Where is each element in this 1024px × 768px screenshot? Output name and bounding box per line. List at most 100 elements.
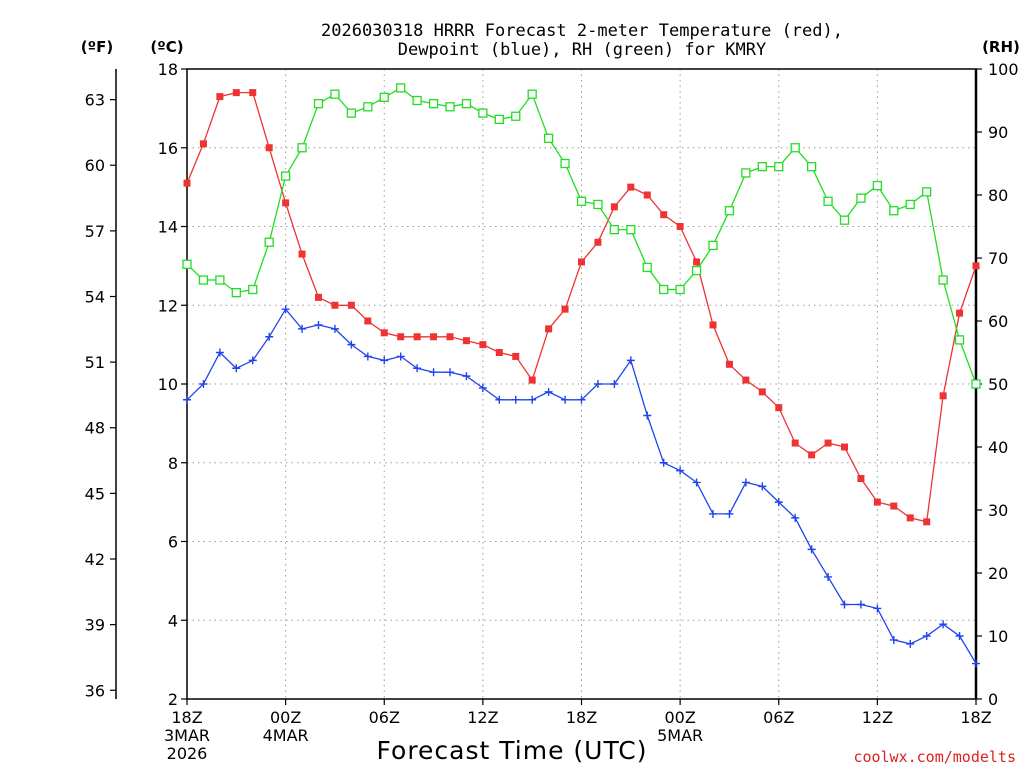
temperature-point bbox=[709, 321, 717, 329]
temperature-point bbox=[232, 89, 240, 97]
dewpoint-point bbox=[330, 324, 339, 333]
fahrenheit-tick-label: 57 bbox=[85, 222, 105, 241]
rh-point bbox=[346, 108, 357, 118]
rh-point bbox=[478, 108, 488, 118]
rh-point bbox=[280, 171, 291, 181]
dewpoint-point bbox=[709, 509, 717, 518]
fahrenheit-tick-label: 39 bbox=[85, 616, 105, 635]
dewpoint-point bbox=[692, 478, 701, 487]
celsius-tick-label: 8 bbox=[168, 454, 178, 473]
dewpoint-point bbox=[659, 458, 668, 467]
dewpoint-point bbox=[248, 356, 257, 365]
rh-point bbox=[741, 168, 751, 178]
temperature-point bbox=[315, 293, 322, 301]
rh-point bbox=[971, 379, 981, 389]
temperature-point bbox=[380, 329, 388, 337]
dewpoint-point bbox=[741, 478, 750, 487]
dewpoint-point bbox=[840, 600, 849, 609]
dewpoint-point bbox=[281, 305, 290, 314]
temperature-point bbox=[610, 203, 618, 211]
rh-point bbox=[231, 287, 241, 298]
temperature-point bbox=[282, 199, 290, 207]
dewpoint-point bbox=[215, 348, 224, 357]
temperature-point bbox=[397, 333, 405, 341]
rh-point bbox=[922, 187, 932, 197]
x-tick-label: 12Z bbox=[862, 708, 893, 727]
axes: 2 4 6 8 10 12 14 16 18 36 39 42 45 48 51 54 57 60 63 0 10 20 3… bbox=[85, 60, 1019, 763]
dewpoint-point bbox=[791, 513, 800, 522]
dewpoint-point bbox=[544, 387, 553, 396]
dewpoint-point bbox=[955, 632, 964, 640]
rh-point bbox=[379, 92, 389, 102]
rh-point bbox=[609, 224, 620, 235]
rh-point bbox=[938, 275, 948, 285]
rh-point bbox=[560, 158, 570, 169]
dewpoint-point bbox=[528, 395, 537, 404]
temperature-point bbox=[479, 341, 487, 349]
temperature-point bbox=[841, 443, 848, 451]
dewpoint-point bbox=[347, 340, 356, 349]
temperature-point bbox=[561, 305, 569, 313]
rh-tick-label: 10 bbox=[988, 627, 1008, 646]
dewpoint-point bbox=[478, 383, 487, 392]
temperature-point bbox=[972, 262, 980, 270]
temperature-point bbox=[265, 144, 273, 152]
temperature-point bbox=[693, 258, 701, 266]
dewpoint-point bbox=[577, 395, 586, 404]
dewpoint-point bbox=[856, 600, 865, 609]
temperature-point bbox=[923, 518, 931, 526]
temperature-point bbox=[758, 388, 766, 396]
dewpoint-point bbox=[972, 659, 980, 668]
temperature-point bbox=[183, 179, 191, 187]
temperature-point bbox=[890, 502, 898, 510]
rh-tick-label: 30 bbox=[988, 501, 1008, 520]
rh-point bbox=[182, 259, 192, 269]
dewpoint-point bbox=[889, 635, 898, 644]
dewpoint-point bbox=[429, 368, 438, 377]
x-tick-date-label: 4MAR bbox=[263, 726, 309, 745]
rh-point bbox=[461, 99, 472, 109]
rh-point bbox=[215, 275, 225, 285]
dewpoint-point bbox=[462, 372, 471, 381]
rh-point bbox=[330, 89, 340, 99]
x-tick-date-label: 3MAR bbox=[164, 726, 210, 745]
rh-tick-label: 0 bbox=[988, 690, 998, 709]
temperature-point bbox=[775, 404, 783, 412]
rh-point bbox=[593, 199, 603, 210]
celsius-tick-label: 10 bbox=[158, 375, 178, 394]
rh-point bbox=[724, 206, 735, 216]
temperature-point bbox=[939, 392, 947, 400]
dewpoint-point bbox=[774, 498, 783, 507]
rh-point bbox=[823, 196, 833, 206]
chart-title-line1: 2026030318 HRRR Forecast 2-meter Tempera… bbox=[321, 21, 843, 41]
dewpoint-point bbox=[183, 395, 191, 404]
rh-point bbox=[806, 161, 817, 172]
fahrenheit-axis-unit: (ºF) bbox=[81, 38, 113, 56]
celsius-tick-label: 14 bbox=[158, 218, 178, 237]
dewpoint-point bbox=[413, 364, 422, 373]
temperature-point bbox=[643, 191, 651, 199]
x-tick-label: 06Z bbox=[369, 708, 400, 727]
fahrenheit-tick-label: 45 bbox=[85, 484, 105, 503]
dewpoint-point bbox=[314, 320, 323, 329]
temperature-point bbox=[364, 317, 372, 325]
temperature-point bbox=[791, 439, 799, 447]
rh-point bbox=[872, 180, 883, 191]
fahrenheit-tick-label: 54 bbox=[85, 288, 105, 307]
dewpoint-point bbox=[495, 395, 504, 404]
x-tick-label: 00Z bbox=[664, 708, 695, 727]
temperature-point bbox=[331, 301, 339, 309]
dewpoint-point bbox=[906, 639, 915, 648]
temperature-point bbox=[873, 498, 881, 506]
chart-title-line2: Dewpoint (blue), RH (green) for KMRY bbox=[398, 40, 766, 60]
rh-tick-label: 40 bbox=[988, 438, 1008, 457]
x-tick-label: 18Z bbox=[960, 708, 991, 727]
dewpoint-point bbox=[610, 380, 619, 388]
rh-point bbox=[691, 265, 702, 276]
temperature-point bbox=[594, 238, 602, 246]
temperature-point bbox=[808, 451, 816, 459]
temperature-point bbox=[446, 333, 454, 341]
dewpoint-point bbox=[561, 395, 570, 404]
temperature-point bbox=[512, 352, 520, 360]
